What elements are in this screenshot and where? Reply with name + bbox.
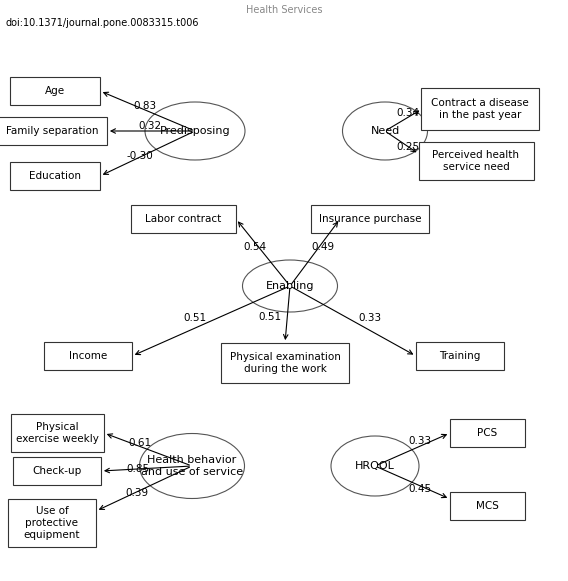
Text: 0.45: 0.45 [408, 484, 432, 494]
FancyBboxPatch shape [419, 142, 533, 180]
Text: 0.39: 0.39 [126, 488, 149, 498]
Text: 0.85: 0.85 [127, 464, 149, 474]
FancyBboxPatch shape [10, 77, 100, 105]
Text: 0.33: 0.33 [358, 313, 382, 323]
FancyBboxPatch shape [311, 205, 429, 233]
Text: 0.51: 0.51 [183, 313, 207, 323]
Text: 0.32: 0.32 [139, 121, 161, 131]
Text: Health behavior
and use of service: Health behavior and use of service [141, 455, 243, 477]
Text: Check-up: Check-up [32, 466, 82, 476]
Text: Insurance purchase: Insurance purchase [319, 214, 421, 224]
Text: Family separation: Family separation [6, 126, 98, 136]
Text: MCS: MCS [475, 501, 499, 511]
FancyBboxPatch shape [421, 88, 539, 130]
Text: 0.51: 0.51 [258, 312, 282, 322]
FancyBboxPatch shape [131, 205, 236, 233]
FancyBboxPatch shape [10, 414, 103, 452]
FancyBboxPatch shape [0, 117, 107, 145]
Ellipse shape [331, 436, 419, 496]
Text: HRQOL: HRQOL [355, 461, 395, 471]
Text: 0.25: 0.25 [396, 142, 420, 152]
Text: Enabling: Enabling [266, 281, 314, 291]
FancyBboxPatch shape [13, 457, 101, 485]
Text: 0.61: 0.61 [128, 438, 152, 448]
Ellipse shape [343, 102, 428, 160]
FancyBboxPatch shape [221, 343, 349, 383]
Text: 0.33: 0.33 [408, 436, 432, 446]
Text: 0.34: 0.34 [396, 108, 420, 118]
Text: Predisposing: Predisposing [160, 126, 230, 136]
Text: Need: Need [370, 126, 400, 136]
Text: Age: Age [45, 86, 65, 96]
FancyBboxPatch shape [8, 499, 96, 547]
Text: Labor contract: Labor contract [145, 214, 221, 224]
Text: 0.54: 0.54 [244, 242, 266, 252]
Ellipse shape [243, 260, 337, 312]
Text: Health Services: Health Services [246, 5, 322, 15]
Text: doi:10.1371/journal.pone.0083315.t006: doi:10.1371/journal.pone.0083315.t006 [5, 18, 198, 28]
FancyBboxPatch shape [10, 162, 100, 190]
Text: PCS: PCS [477, 428, 497, 438]
Text: Perceived health
service need: Perceived health service need [432, 150, 520, 172]
Text: Physical examination
during the work: Physical examination during the work [229, 352, 340, 374]
Text: Income: Income [69, 351, 107, 361]
Text: Contract a disease
in the past year: Contract a disease in the past year [431, 98, 529, 120]
Text: Education: Education [29, 171, 81, 181]
Ellipse shape [140, 433, 244, 498]
FancyBboxPatch shape [416, 342, 504, 370]
FancyBboxPatch shape [44, 342, 132, 370]
Text: 0.83: 0.83 [133, 101, 157, 111]
FancyBboxPatch shape [449, 492, 524, 520]
Ellipse shape [145, 102, 245, 160]
Text: Training: Training [439, 351, 481, 361]
Text: Physical
exercise weekly: Physical exercise weekly [15, 422, 98, 444]
Text: 0.49: 0.49 [311, 242, 335, 252]
Text: Use of
protective
equipment: Use of protective equipment [24, 507, 80, 540]
FancyBboxPatch shape [449, 419, 524, 447]
Text: -0.30: -0.30 [127, 151, 153, 161]
